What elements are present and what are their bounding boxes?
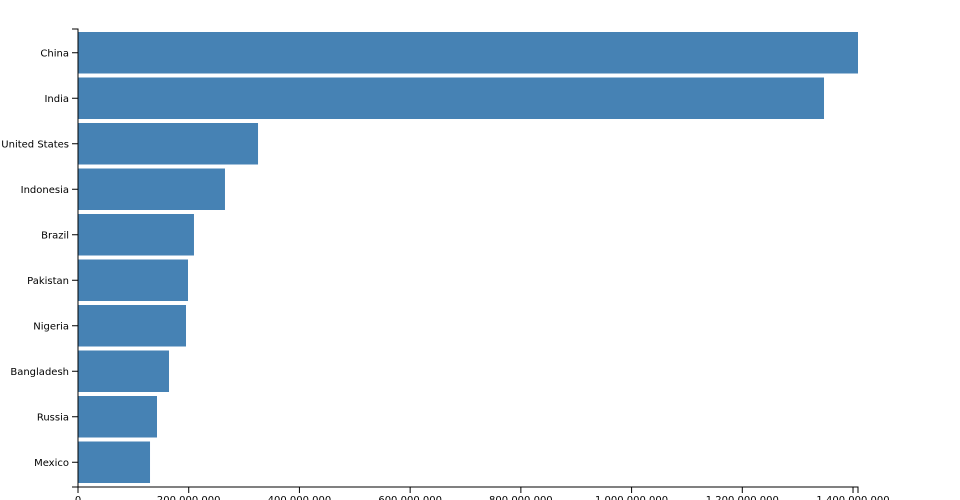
bar	[78, 32, 858, 74]
x-tick-label: 800,000,000	[489, 495, 553, 500]
bar	[78, 396, 157, 438]
y-axis	[72, 28, 79, 488]
bar	[78, 214, 194, 256]
y-tick-label: China	[40, 48, 69, 59]
x-tick-label: 1,000,000,000	[595, 495, 668, 500]
bar	[78, 441, 151, 483]
y-tick-label: Bangladesh	[10, 367, 69, 378]
bar	[78, 77, 825, 119]
y-tick-label: Brazil	[41, 230, 69, 241]
x-tick-label: 1,400,000,000	[816, 495, 889, 500]
x-axis	[77, 486, 859, 493]
x-tick-label: 200,000,000	[157, 495, 221, 500]
bar	[78, 168, 225, 210]
bar	[78, 123, 259, 165]
bar	[78, 350, 170, 392]
x-tick-label: 0	[75, 495, 81, 500]
bar	[78, 305, 187, 347]
y-tick-label: Mexico	[34, 458, 69, 469]
y-tick-label: Nigeria	[33, 321, 69, 332]
y-tick-label: India	[44, 94, 69, 105]
y-tick-label: Russia	[37, 412, 69, 423]
y-tick-label: Pakistan	[27, 276, 69, 287]
bar	[78, 259, 188, 301]
x-tick-label: 1,200,000,000	[706, 495, 779, 500]
y-tick-label: United States	[1, 139, 69, 150]
x-tick-label: 600,000,000	[378, 495, 442, 500]
y-tick-label: Indonesia	[21, 185, 69, 196]
x-tick-label: 400,000,000	[268, 495, 332, 500]
